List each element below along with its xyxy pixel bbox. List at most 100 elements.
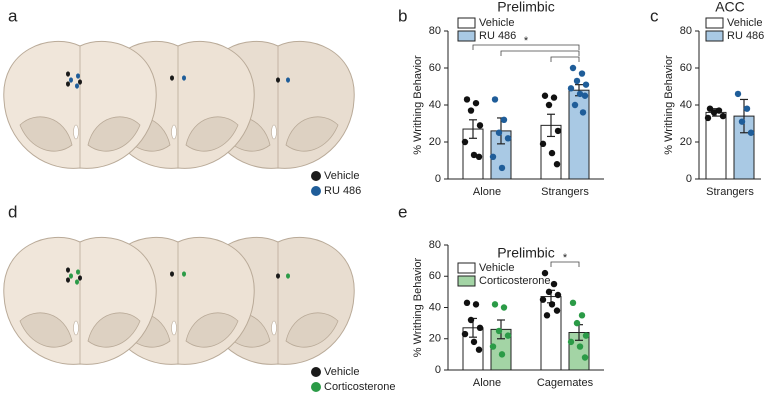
x-tick-label: Cagemates <box>537 377 594 389</box>
data-point <box>476 122 484 129</box>
placement-dot <box>170 271 174 277</box>
y-tick-label: 20 <box>429 136 441 148</box>
structure <box>185 116 239 152</box>
legend-label: Vehicle <box>479 17 514 29</box>
legend-dot <box>311 367 321 377</box>
data-point <box>579 109 587 116</box>
structure <box>19 116 73 152</box>
y-tick-label: 80 <box>680 25 692 37</box>
legend-swatch <box>457 262 476 274</box>
ventricle <box>171 320 177 336</box>
y-tick-label: 60 <box>680 62 692 74</box>
y-tick-label: 60 <box>429 62 441 74</box>
data-point <box>500 304 508 311</box>
significance-bracket <box>550 56 580 62</box>
significance-mark: * <box>524 35 529 47</box>
ventricle <box>271 124 277 140</box>
data-point <box>747 129 755 136</box>
data-point <box>554 291 562 299</box>
data-point <box>489 343 497 350</box>
data-point <box>569 64 577 72</box>
legend-label: RU 486 <box>727 30 764 42</box>
placement-dot <box>76 73 80 79</box>
data-point <box>571 101 579 109</box>
legend-swatch <box>457 17 476 29</box>
legend-swatch <box>705 17 724 29</box>
chart-title: Prelimbic <box>497 0 555 15</box>
structure <box>285 312 339 348</box>
placement-dot <box>69 77 73 83</box>
data-point <box>715 107 723 114</box>
data-point <box>581 92 589 99</box>
y-axis-label: % Writhing Behavior <box>412 55 424 155</box>
significance-bracket <box>550 261 580 267</box>
bar <box>540 296 562 371</box>
data-point <box>504 135 512 142</box>
placement-dot <box>78 79 82 85</box>
data-point <box>495 327 503 335</box>
data-point <box>578 70 586 77</box>
ventricle <box>271 320 277 336</box>
legend-label: Corticosterone <box>324 381 396 393</box>
legend-swatch <box>457 275 476 287</box>
placement-dot <box>75 83 79 89</box>
placement-dot <box>69 273 73 279</box>
data-point <box>578 312 586 319</box>
data-point <box>743 105 751 112</box>
significance-bracket <box>472 44 580 50</box>
data-point <box>475 153 483 160</box>
data-point <box>475 346 483 353</box>
placement-dot <box>66 81 70 87</box>
data-point <box>550 94 558 101</box>
legend-label: Vehicle <box>479 262 514 274</box>
structure <box>19 312 73 348</box>
data-point <box>710 109 718 116</box>
data-point <box>539 140 547 148</box>
chart-title: ACC <box>715 0 745 15</box>
data-point <box>472 99 480 107</box>
x-tick-label: Alone <box>473 377 501 389</box>
structure <box>87 116 141 152</box>
x-tick-label: Alone <box>473 186 501 198</box>
placement-dot <box>66 277 70 283</box>
placement-dot <box>78 275 82 281</box>
legend-dot <box>311 186 321 196</box>
data-point <box>567 85 575 92</box>
data-point <box>472 301 480 308</box>
data-point <box>504 332 512 339</box>
ventricle <box>171 124 177 140</box>
data-point <box>545 288 553 296</box>
placement-dot <box>66 71 70 77</box>
legend-swatch <box>457 30 476 42</box>
y-axis-label: % Writhing Behavior <box>663 55 675 155</box>
ventricle <box>73 124 79 140</box>
structure <box>285 116 339 152</box>
data-point <box>573 77 581 85</box>
y-tick-label: 40 <box>429 301 441 313</box>
structure <box>185 312 239 348</box>
brain-diagram <box>3 237 355 365</box>
placement-dot <box>76 269 80 275</box>
data-point <box>500 116 508 124</box>
placement-dot <box>170 75 174 81</box>
significance-mark: * <box>563 252 568 264</box>
panel-label: a <box>8 6 18 25</box>
data-point <box>581 354 589 361</box>
data-point <box>582 81 590 88</box>
data-point <box>553 161 561 168</box>
legend-label: Corticosterone <box>479 275 551 287</box>
data-point <box>704 114 712 122</box>
y-tick-label: 80 <box>429 25 441 37</box>
data-point <box>541 269 549 277</box>
x-tick-label: Strangers <box>706 186 754 198</box>
data-point <box>491 96 499 103</box>
data-point <box>467 316 475 324</box>
bar <box>568 89 590 180</box>
data-point <box>554 127 562 135</box>
data-point <box>573 319 581 327</box>
ventricle <box>73 320 79 336</box>
data-point <box>461 330 469 338</box>
y-tick-label: 0 <box>435 364 441 376</box>
y-axis-label: % Writhing Behavior <box>412 257 424 357</box>
